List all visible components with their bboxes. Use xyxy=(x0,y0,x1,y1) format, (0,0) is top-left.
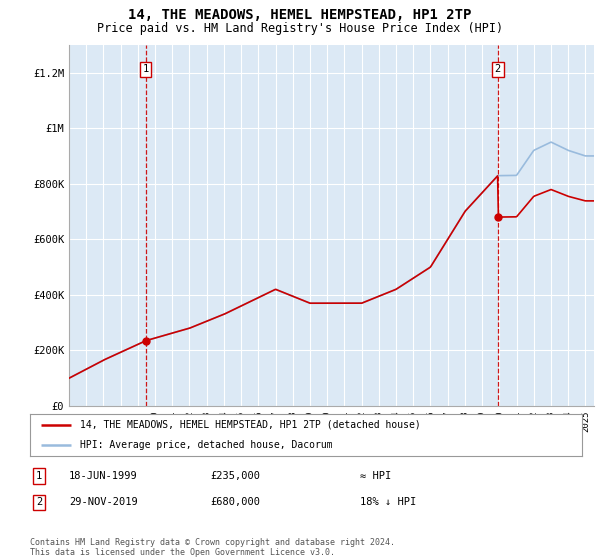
Text: ≈ HPI: ≈ HPI xyxy=(360,471,391,481)
Text: Contains HM Land Registry data © Crown copyright and database right 2024.
This d: Contains HM Land Registry data © Crown c… xyxy=(30,538,395,557)
Text: Price paid vs. HM Land Registry's House Price Index (HPI): Price paid vs. HM Land Registry's House … xyxy=(97,22,503,35)
Text: 1: 1 xyxy=(143,64,149,74)
Text: 14, THE MEADOWS, HEMEL HEMPSTEAD, HP1 2TP: 14, THE MEADOWS, HEMEL HEMPSTEAD, HP1 2T… xyxy=(128,8,472,22)
Text: 29-NOV-2019: 29-NOV-2019 xyxy=(69,497,138,507)
Text: 1: 1 xyxy=(36,471,42,481)
Text: 14, THE MEADOWS, HEMEL HEMPSTEAD, HP1 2TP (detached house): 14, THE MEADOWS, HEMEL HEMPSTEAD, HP1 2T… xyxy=(80,420,421,430)
Text: £235,000: £235,000 xyxy=(210,471,260,481)
Text: 18% ↓ HPI: 18% ↓ HPI xyxy=(360,497,416,507)
Text: 18-JUN-1999: 18-JUN-1999 xyxy=(69,471,138,481)
Text: 2: 2 xyxy=(494,64,501,74)
Text: HPI: Average price, detached house, Dacorum: HPI: Average price, detached house, Daco… xyxy=(80,440,332,450)
Text: 2: 2 xyxy=(36,497,42,507)
Text: £680,000: £680,000 xyxy=(210,497,260,507)
